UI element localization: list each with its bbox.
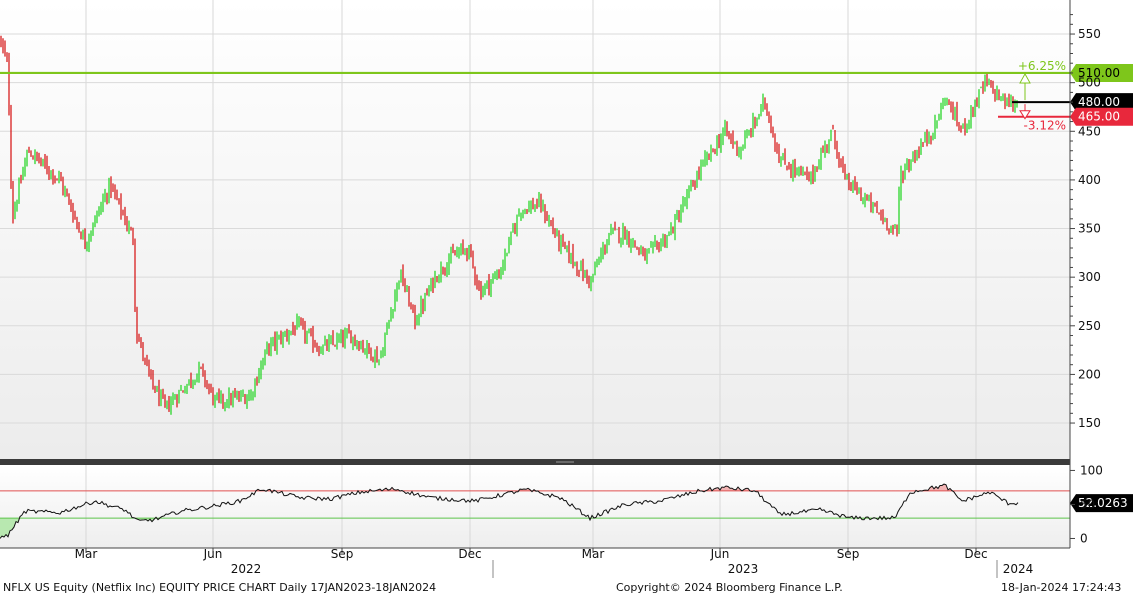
month-label: Mar bbox=[75, 547, 98, 561]
upside-arrow bbox=[1019, 72, 1031, 84]
upper-level-flag-label: 510.00 bbox=[1078, 66, 1120, 80]
month-label: Sep bbox=[837, 547, 860, 561]
copyright: Copyright© 2024 Bloomberg Finance L.P. bbox=[616, 581, 843, 594]
month-label: Dec bbox=[964, 547, 987, 561]
current-level-flag-label: 480.00 bbox=[1078, 95, 1120, 109]
year-label: 2024 bbox=[1003, 562, 1034, 576]
panel-divider[interactable] bbox=[0, 459, 1070, 465]
upside-pct-label: +6.25% bbox=[1018, 59, 1066, 73]
downside-arrow bbox=[1019, 110, 1031, 120]
oscillator-line bbox=[0, 483, 1019, 539]
price-tick-label: 250 bbox=[1078, 319, 1101, 333]
chart-footer: NFLX US Equity (Netflix Inc) EQUITY PRIC… bbox=[0, 578, 1133, 596]
ticker-line: NFLX US Equity (Netflix Inc) EQUITY PRIC… bbox=[3, 581, 437, 594]
oscillator-last-label: 52.0263 bbox=[1078, 496, 1128, 510]
month-label: Sep bbox=[331, 547, 354, 561]
osc-tick-label: 0 bbox=[1080, 531, 1088, 545]
price-tick-label: 400 bbox=[1078, 173, 1101, 187]
year-label: 2023 bbox=[728, 562, 759, 576]
current-level-flag bbox=[1070, 93, 1133, 112]
price-tick-label: 150 bbox=[1078, 416, 1101, 430]
price-tick-label: 200 bbox=[1078, 367, 1101, 381]
price-tick-label: 450 bbox=[1078, 124, 1101, 138]
oscillator-last-flag bbox=[1070, 494, 1133, 513]
month-label: Mar bbox=[582, 547, 605, 561]
lower-level-flag-label: 465.00 bbox=[1078, 110, 1120, 124]
price-tick-label: 550 bbox=[1078, 27, 1101, 41]
month-label: Jun bbox=[710, 547, 730, 561]
price-tick-label: 300 bbox=[1078, 270, 1101, 284]
month-label: Dec bbox=[458, 547, 481, 561]
price-panel-bg bbox=[0, 0, 1070, 460]
price-tick-label: 350 bbox=[1078, 222, 1101, 236]
osc-tick-label: 50 bbox=[1080, 497, 1095, 511]
lower-level-flag bbox=[1070, 107, 1133, 126]
oscillator-panel-bg bbox=[0, 465, 1070, 548]
upper-level-flag bbox=[1070, 63, 1133, 82]
downside-pct-label: -3.12% bbox=[1024, 119, 1066, 133]
month-label: Jun bbox=[203, 547, 223, 561]
timestamp: 18-Jan-2024 17:24:43 bbox=[1001, 581, 1122, 594]
osc-tick-label: 100 bbox=[1080, 463, 1103, 477]
year-label: 2022 bbox=[231, 562, 262, 576]
price-tick-label: 500 bbox=[1078, 76, 1101, 90]
